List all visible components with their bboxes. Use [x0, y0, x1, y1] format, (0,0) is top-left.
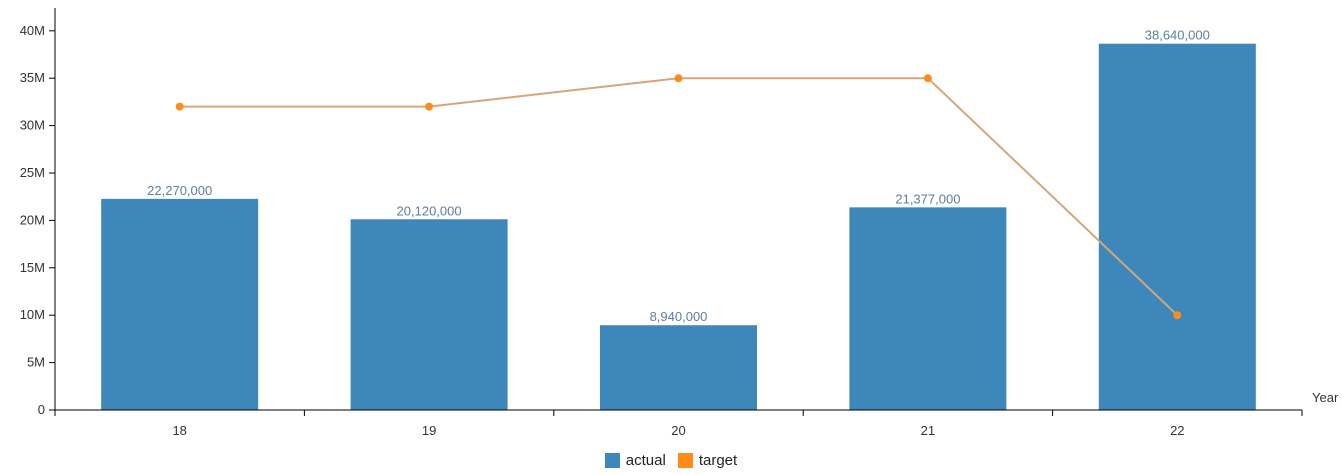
bar-20[interactable] — [600, 325, 757, 410]
y-tick-label: 15M — [20, 260, 45, 275]
x-tick-label-19: 19 — [422, 423, 436, 438]
y-tick-label: 25M — [20, 165, 45, 180]
bar-labels: 22,270,000 20,120,000 8,940,000 21,377,000 3… — [147, 28, 1210, 325]
bars — [101, 43, 1256, 410]
bar-value-label-22: 38,640,000 — [1145, 28, 1210, 43]
legend-item-actual[interactable]: actual — [604, 452, 666, 469]
legend: actual target — [0, 452, 1342, 469]
x-tick-label-20: 20 — [671, 423, 685, 438]
x-tick-label-22: 22 — [1170, 423, 1184, 438]
bar-18[interactable] — [101, 198, 259, 410]
y-tick-label: 20M — [20, 212, 45, 227]
bar-value-label-18: 22,270,000 — [147, 183, 212, 198]
bar-22[interactable] — [1098, 43, 1256, 410]
y-tick-label: 5M — [27, 355, 45, 370]
target-line — [175, 74, 1182, 320]
legend-item-target[interactable]: target — [677, 452, 738, 469]
y-tick-label: 35M — [20, 70, 45, 85]
bar-value-label-19: 20,120,000 — [397, 203, 462, 218]
target-point-22[interactable] — [1173, 311, 1182, 320]
legend-swatch-actual — [604, 453, 620, 468]
target-point-20[interactable] — [674, 74, 683, 83]
target-point-19[interactable] — [425, 102, 434, 111]
bar-19[interactable] — [350, 219, 508, 410]
y-tick-label: 10M — [20, 307, 45, 322]
y-tick-label: 0 — [38, 402, 45, 417]
bar-21[interactable] — [849, 207, 1007, 410]
axes: 0 5M 10M 15M 20M 25M 30M 35M 40M 18 19 20 21 22 — [20, 8, 1303, 438]
x-axis-title: Year — [1312, 390, 1339, 405]
x-tick-label-18: 18 — [172, 423, 186, 438]
y-tick-label: 40M — [20, 23, 45, 38]
x-tick-label-21: 21 — [921, 423, 935, 438]
y-tick-label: 30M — [20, 118, 45, 133]
target-point-18[interactable] — [175, 102, 184, 111]
chart-canvas: 22,270,000 20,120,000 8,940,000 21,377,000 3… — [20, 8, 1339, 438]
target-point-21[interactable] — [923, 74, 932, 83]
bar-value-label-21: 21,377,000 — [895, 191, 960, 206]
bar-value-label-20: 8,940,000 — [650, 309, 708, 324]
legend-swatch-target — [677, 453, 693, 468]
legend-label-actual: actual — [625, 452, 666, 469]
legend-label-target: target — [698, 452, 738, 469]
target-line-path — [179, 77, 1178, 316]
